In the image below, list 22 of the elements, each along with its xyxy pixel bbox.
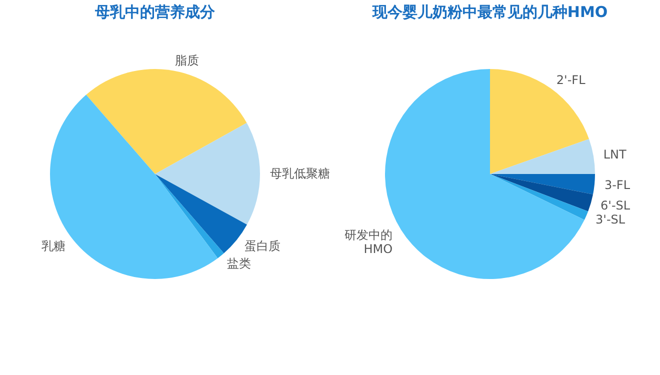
slice-label: 脂质 (174, 54, 199, 68)
slice-label: 乳糖 (41, 239, 66, 254)
pie-slice (490, 69, 590, 174)
slice-label: 研发中的 HMO (344, 228, 393, 256)
pie-slice (490, 174, 594, 212)
pie-slice (155, 174, 224, 258)
slice-label: 蛋白质 (244, 239, 280, 254)
pie-slice (490, 174, 595, 194)
pie-slice (490, 139, 595, 174)
slice-label: 6'-SL (600, 198, 630, 213)
slice-label: 3-FL (604, 178, 630, 192)
slice-label: 2'-FL (556, 73, 586, 88)
chart-title: 母乳中的营养成分 (94, 3, 216, 21)
slice-label: 盐类 (227, 256, 252, 271)
slice-label: 3'-SL (596, 212, 626, 227)
pie-slice (490, 174, 588, 220)
pie-slice (155, 122, 260, 225)
pie-slice (86, 69, 247, 174)
slice-label: LNT (603, 148, 628, 162)
slice-label: 母乳低聚糖 (270, 166, 330, 181)
chart-title: 现今婴儿奶粉中最常见的几种HMO (371, 3, 608, 21)
pie-slice (155, 174, 247, 254)
